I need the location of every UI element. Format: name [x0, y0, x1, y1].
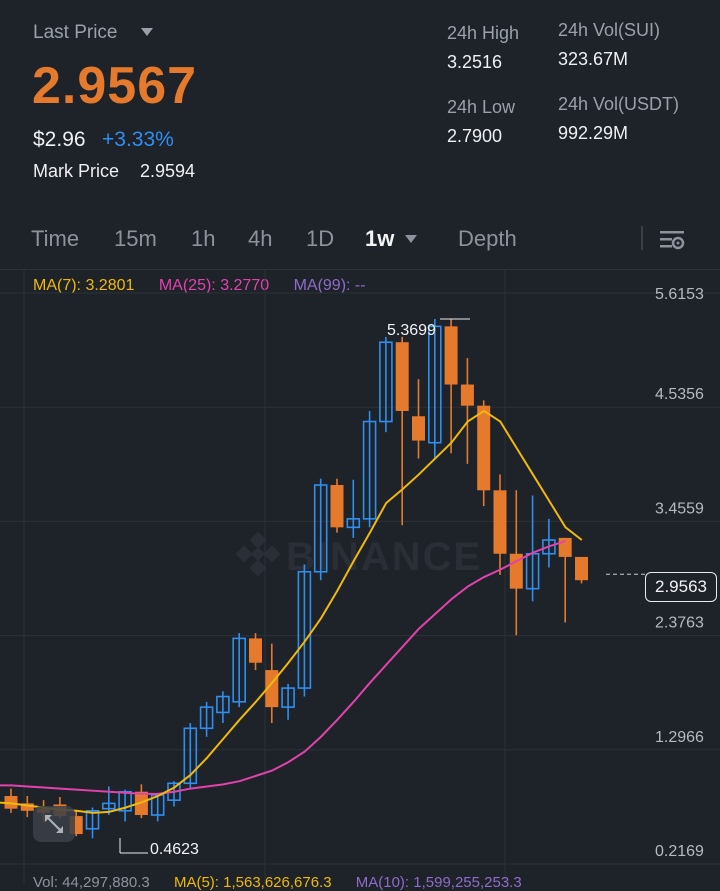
tab-depth[interactable]: Depth — [458, 226, 517, 251]
y-tick-label: 2.3763 — [655, 615, 704, 632]
ma25-legend: MA(25): 3.2770 — [158, 277, 270, 294]
tab-1w[interactable]: 1w — [365, 226, 395, 251]
candle-body — [444, 326, 458, 385]
candle-body — [477, 405, 491, 491]
candle-body — [297, 570, 312, 689]
chart-top-border — [0, 269, 720, 270]
expand-chart-button[interactable] — [33, 806, 75, 842]
low-label: 24h Low — [447, 97, 516, 117]
y-tick-label: 1.2966 — [655, 729, 704, 746]
y-tick-label: 0.2169 — [655, 843, 704, 860]
ma25-line — [0, 540, 566, 795]
candle-body — [575, 556, 588, 581]
candle-body — [183, 727, 198, 785]
candle-body — [85, 809, 100, 830]
y-tick-label: 3.4559 — [655, 500, 704, 517]
current-price-tag: 2.9563 — [645, 572, 717, 602]
high-label: 24h High — [447, 23, 520, 43]
change-percent: +3.33% — [102, 128, 174, 151]
y-tick-label: 4.5356 — [655, 386, 704, 403]
interval-dropdown-icon[interactable] — [405, 235, 417, 243]
vol-quote-value: 992.29M — [558, 123, 629, 143]
mark-price: 2.9594 — [140, 161, 196, 181]
candle-body — [281, 687, 295, 708]
ma7-legend: MA(7): 3.2801 — [33, 277, 135, 294]
candle-body — [460, 384, 474, 406]
candlestick-chart[interactable]: 5.6153 4.5356 3.4559 2.3763 1.2966 0.2169 — [0, 270, 720, 884]
chart-high-label: 5.3699 — [387, 322, 436, 339]
tab-1h[interactable]: 1h — [191, 226, 216, 251]
expand-icon — [45, 815, 63, 833]
vol-quote-label: 24h Vol(USDT) — [558, 94, 680, 114]
chart-settings-icon[interactable] — [658, 226, 686, 259]
last-price: 2.9567 — [32, 57, 198, 115]
tab-divider — [641, 226, 643, 250]
candle-body — [20, 803, 34, 811]
candle-body — [199, 706, 214, 730]
candle-body — [362, 420, 377, 520]
candle-body — [232, 637, 246, 703]
candle-body — [249, 638, 262, 663]
mark-price-label: Mark Price — [33, 161, 120, 181]
candle-body — [118, 790, 132, 812]
candle-body — [427, 325, 442, 444]
candle-body — [102, 802, 116, 810]
y-tick-label: 5.6153 — [655, 286, 704, 303]
candle-body — [493, 490, 507, 554]
last-price-label: Last Price — [33, 22, 118, 43]
tab-15m[interactable]: 15m — [114, 226, 157, 251]
interval-tabs: Time 15m 1h 4h 1D 1w Depth — [0, 222, 720, 262]
candle-body — [395, 342, 409, 411]
candle-body — [346, 518, 361, 529]
chart-low-label: 0.4623 — [150, 841, 199, 858]
candle-body — [313, 484, 328, 573]
ma99-legend: MA(99): -- — [293, 277, 366, 294]
volume-value: Vol: 44,297,880.3 — [33, 874, 150, 891]
volume-ma10: MA(10): 1,599,255,253.3 — [355, 874, 522, 891]
ma7-line — [0, 409, 583, 814]
binance-watermark: BINANCE — [235, 531, 482, 580]
price-type-dropdown-icon[interactable] — [141, 28, 153, 36]
candle-body — [542, 539, 556, 555]
candle-body — [216, 695, 230, 714]
high-value: 3.2516 — [447, 52, 503, 72]
low-value: 2.7900 — [447, 126, 503, 146]
volume-ma5: MA(5): 1,563,626,676.3 — [173, 874, 332, 891]
usd-price: $2.96 — [33, 128, 86, 151]
tab-4h[interactable]: 4h — [248, 226, 273, 251]
candle-body — [150, 794, 165, 816]
candle-body — [412, 416, 425, 441]
tab-time[interactable]: Time — [31, 226, 80, 251]
tab-1d[interactable]: 1D — [306, 226, 335, 251]
candle-body — [4, 795, 18, 809]
vol-base-label: 24h Vol(SUI) — [558, 20, 661, 40]
candle-body — [379, 341, 393, 423]
vol-base-value: 323.67M — [558, 49, 629, 69]
ma-legend: MA(7): 3.2801 MA(25): 3.2770 MA(99): -- — [33, 277, 366, 295]
candle-body — [330, 485, 344, 528]
volume-legend: Vol: 44,297,880.3 MA(5): 1,563,626,676.3… — [33, 874, 522, 891]
